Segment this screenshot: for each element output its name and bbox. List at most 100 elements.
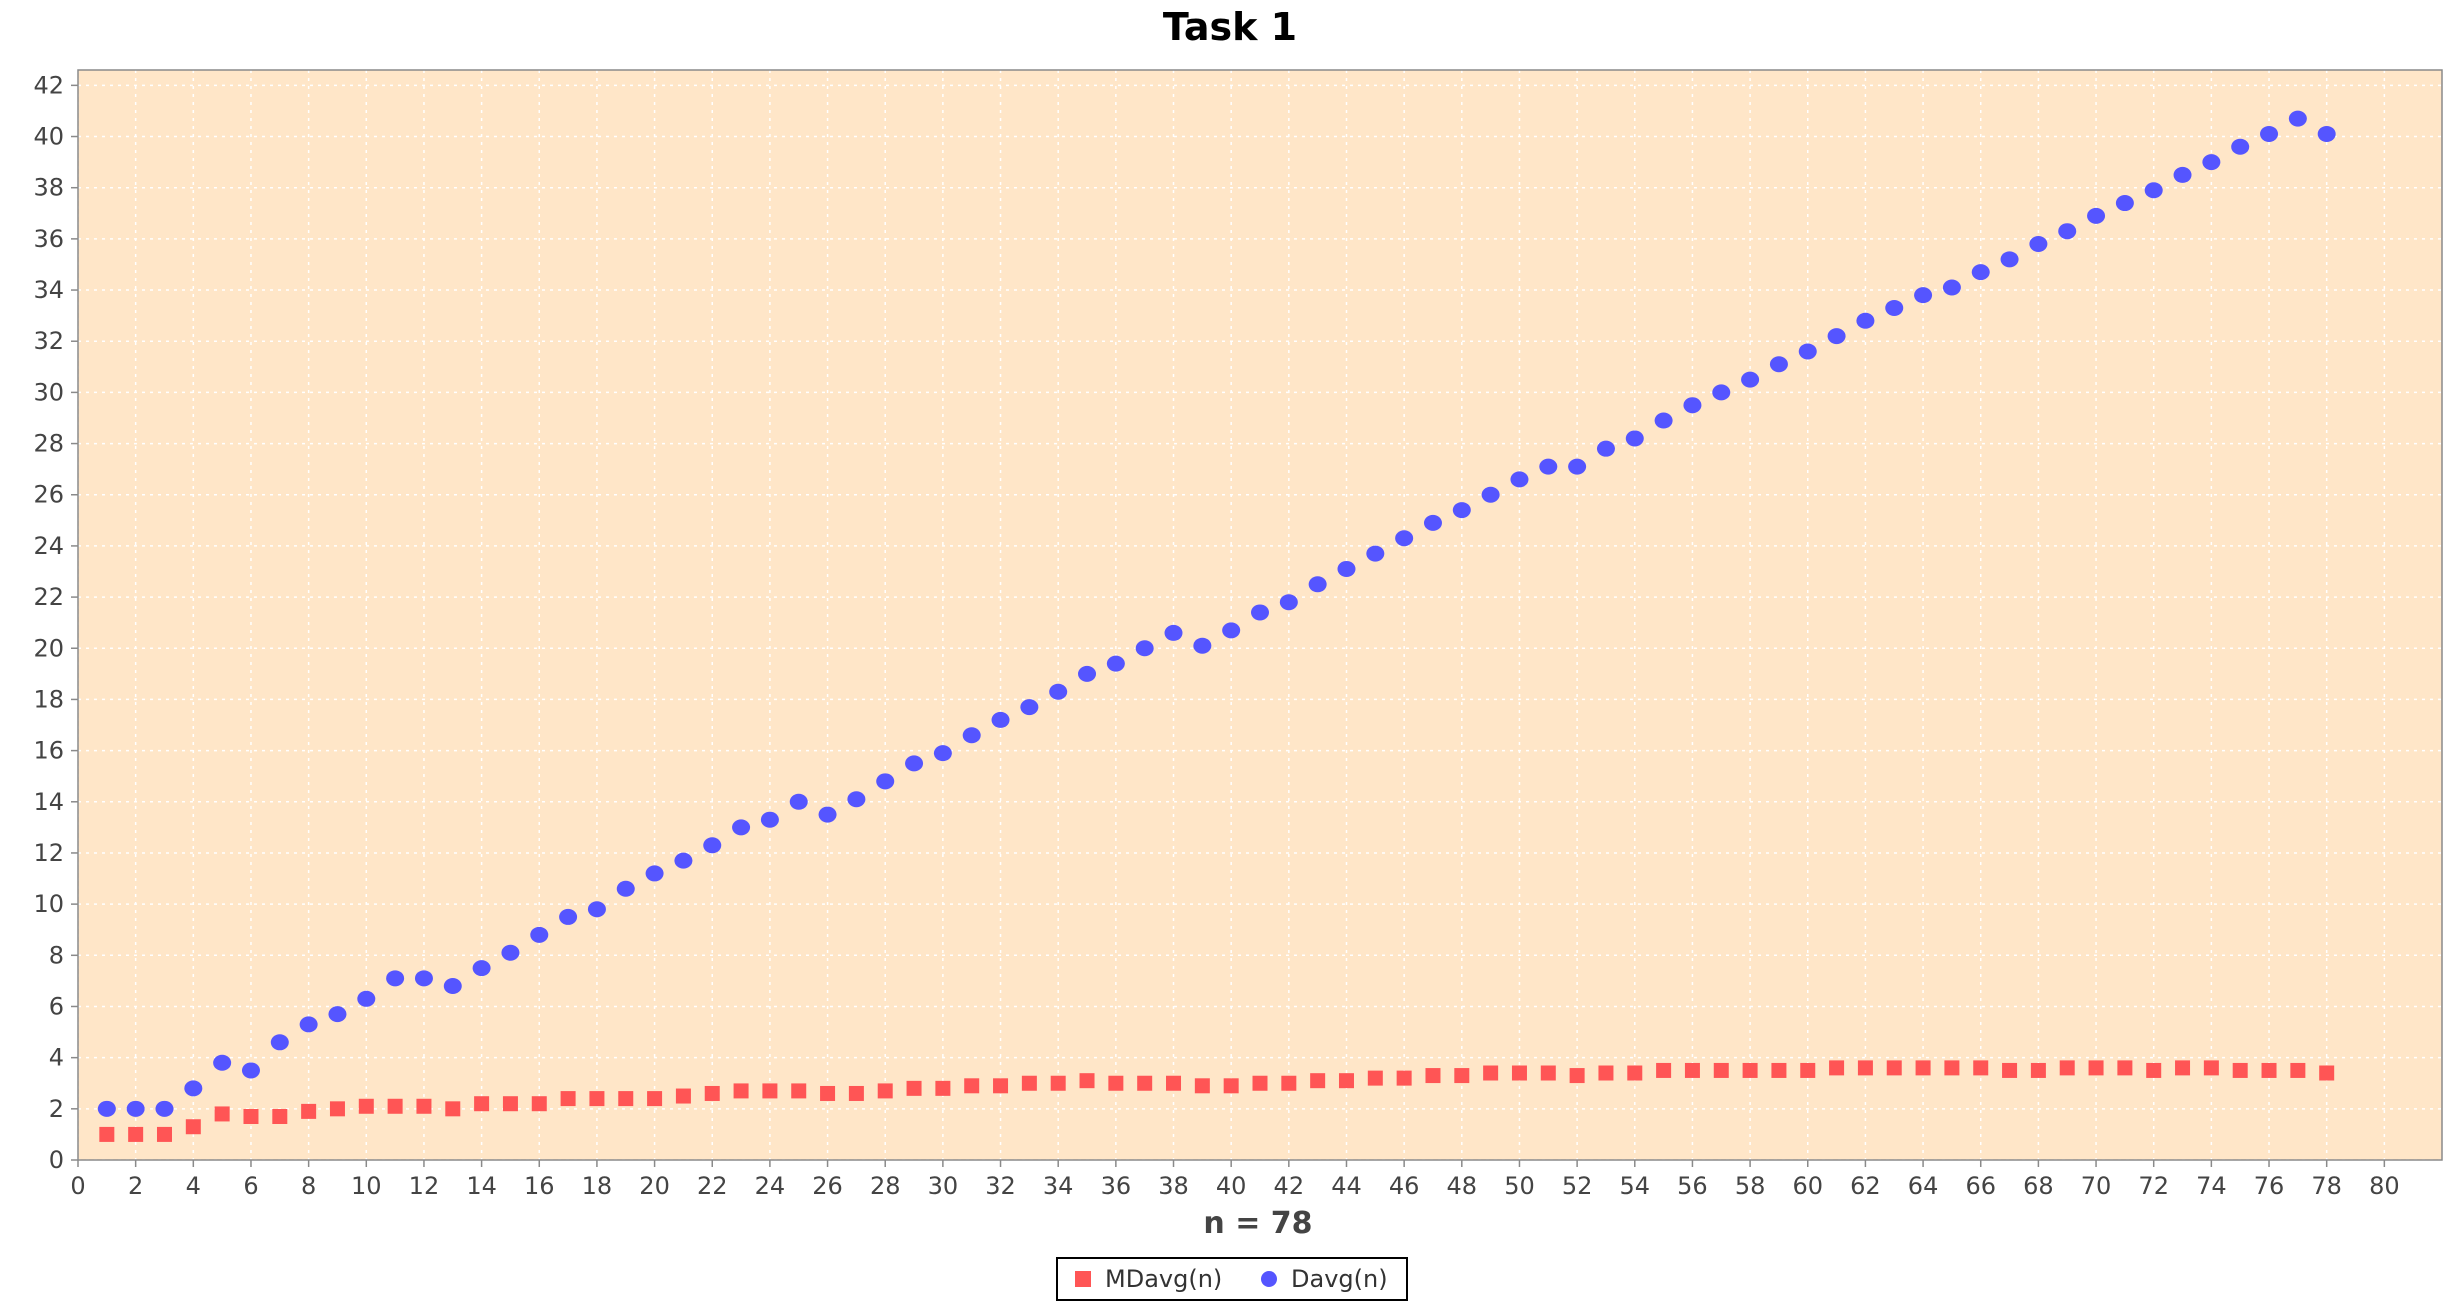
data-point: [1483, 1065, 1499, 1081]
x-tick-label: 50: [1504, 1172, 1535, 1200]
data-point: [1194, 1078, 1210, 1094]
data-point: [387, 1098, 403, 1114]
data-point: [2319, 1065, 2335, 1081]
data-point: [820, 1085, 836, 1101]
data-point: [848, 1085, 864, 1101]
data-point: [1511, 1065, 1527, 1081]
data-point: [1481, 486, 1500, 503]
data-point: [2231, 138, 2250, 155]
x-tick-label: 44: [1331, 1172, 1362, 1200]
x-tick-label: 54: [1620, 1172, 1651, 1200]
data-point: [1656, 1062, 1672, 1078]
legend-box: [1056, 1257, 1408, 1301]
data-point: [1771, 1062, 1787, 1078]
data-point: [2288, 110, 2307, 127]
data-point: [1021, 1075, 1037, 1091]
chart-title: Task 1: [1163, 5, 1297, 49]
x-tick-label: 58: [1735, 1172, 1766, 1200]
data-point: [2059, 1060, 2075, 1076]
x-tick-label: 48: [1447, 1172, 1478, 1200]
data-point: [472, 960, 491, 977]
plot-area: 0 2 4 6 8 10 12 14 16 18 20 22 24 26 28 30 32 34 36 38 40 42 4…: [33, 69, 2443, 1200]
data-point: [1829, 1060, 1845, 1076]
y-tick-label: 10: [33, 890, 64, 918]
data-point: [1164, 624, 1183, 641]
data-point: [1308, 576, 1327, 593]
data-point: [1741, 371, 1760, 388]
y-tick-label: 42: [33, 71, 64, 99]
x-tick-label: 20: [639, 1172, 670, 1200]
data-point: [1223, 1078, 1239, 1094]
y-tick-label: 30: [33, 378, 64, 406]
data-point: [2317, 125, 2336, 142]
data-point: [1713, 1062, 1729, 1078]
y-tick-label: 18: [33, 685, 64, 713]
legend-label: Davg(n): [1291, 1265, 1388, 1293]
data-point: [1020, 699, 1039, 716]
data-point: [1510, 471, 1529, 488]
data-point: [2000, 251, 2019, 268]
x-tick-label: 40: [1216, 1172, 1247, 1200]
x-tick-label: 36: [1101, 1172, 1132, 1200]
data-point: [1944, 1060, 1960, 1076]
data-point: [1310, 1073, 1326, 1089]
data-point: [2002, 1062, 2018, 1078]
data-point: [674, 852, 693, 869]
x-tick-label: 42: [1274, 1172, 1305, 1200]
y-tick-label: 4: [49, 1044, 64, 1072]
data-point: [156, 1126, 172, 1142]
data-point: [1800, 1062, 1816, 1078]
data-point: [1252, 1075, 1268, 1091]
data-point: [559, 908, 578, 925]
data-point: [1627, 1065, 1643, 1081]
data-point: [1050, 1075, 1066, 1091]
x-tick-label: 2: [128, 1172, 143, 1200]
data-point: [2115, 195, 2134, 212]
data-point: [1684, 1062, 1700, 1078]
data-point: [2203, 1060, 2219, 1076]
x-tick-label: 72: [2138, 1172, 2169, 1200]
data-point: [1540, 1065, 1556, 1081]
data-point: [128, 1126, 144, 1142]
x-tick-label: 14: [466, 1172, 497, 1200]
data-point: [1915, 1060, 1931, 1076]
data-point: [1454, 1068, 1470, 1084]
data-point: [2232, 1062, 2248, 1078]
series-davg: [97, 110, 2336, 1117]
data-point: [328, 1006, 347, 1023]
data-point: [2088, 1060, 2104, 1076]
data-point: [2087, 207, 2106, 224]
y-tick-label: 16: [33, 737, 64, 765]
y-tick-label: 22: [33, 583, 64, 611]
data-point: [762, 1083, 778, 1099]
data-point: [993, 1078, 1009, 1094]
y-tick-label: 14: [33, 788, 64, 816]
data-point: [1827, 328, 1846, 345]
data-point: [243, 1109, 259, 1125]
y-tick-label: 34: [33, 276, 64, 304]
data-point: [184, 1080, 203, 1097]
data-point: [991, 711, 1010, 728]
data-point: [560, 1091, 576, 1107]
y-tick-label: 28: [33, 430, 64, 458]
y-tick-label: 36: [33, 225, 64, 253]
data-point: [933, 745, 952, 762]
y-tick-label: 0: [49, 1146, 64, 1174]
data-point: [1769, 356, 1788, 373]
x-tick-label: 62: [1850, 1172, 1881, 1200]
data-point: [1396, 1070, 1412, 1086]
data-point: [1683, 397, 1702, 414]
x-tick-label: 30: [928, 1172, 959, 1200]
data-point: [241, 1062, 260, 1079]
data-point: [2173, 166, 2192, 183]
data-point: [1279, 594, 1298, 611]
data-point: [1798, 343, 1817, 360]
data-point: [1338, 1073, 1354, 1089]
legend-marker-square: [1075, 1271, 1091, 1287]
data-point: [299, 1016, 318, 1033]
data-point: [876, 773, 895, 790]
data-point: [1914, 287, 1933, 304]
data-point: [1857, 1060, 1873, 1076]
x-tick-label: 24: [755, 1172, 786, 1200]
x-tick-label: 12: [409, 1172, 440, 1200]
